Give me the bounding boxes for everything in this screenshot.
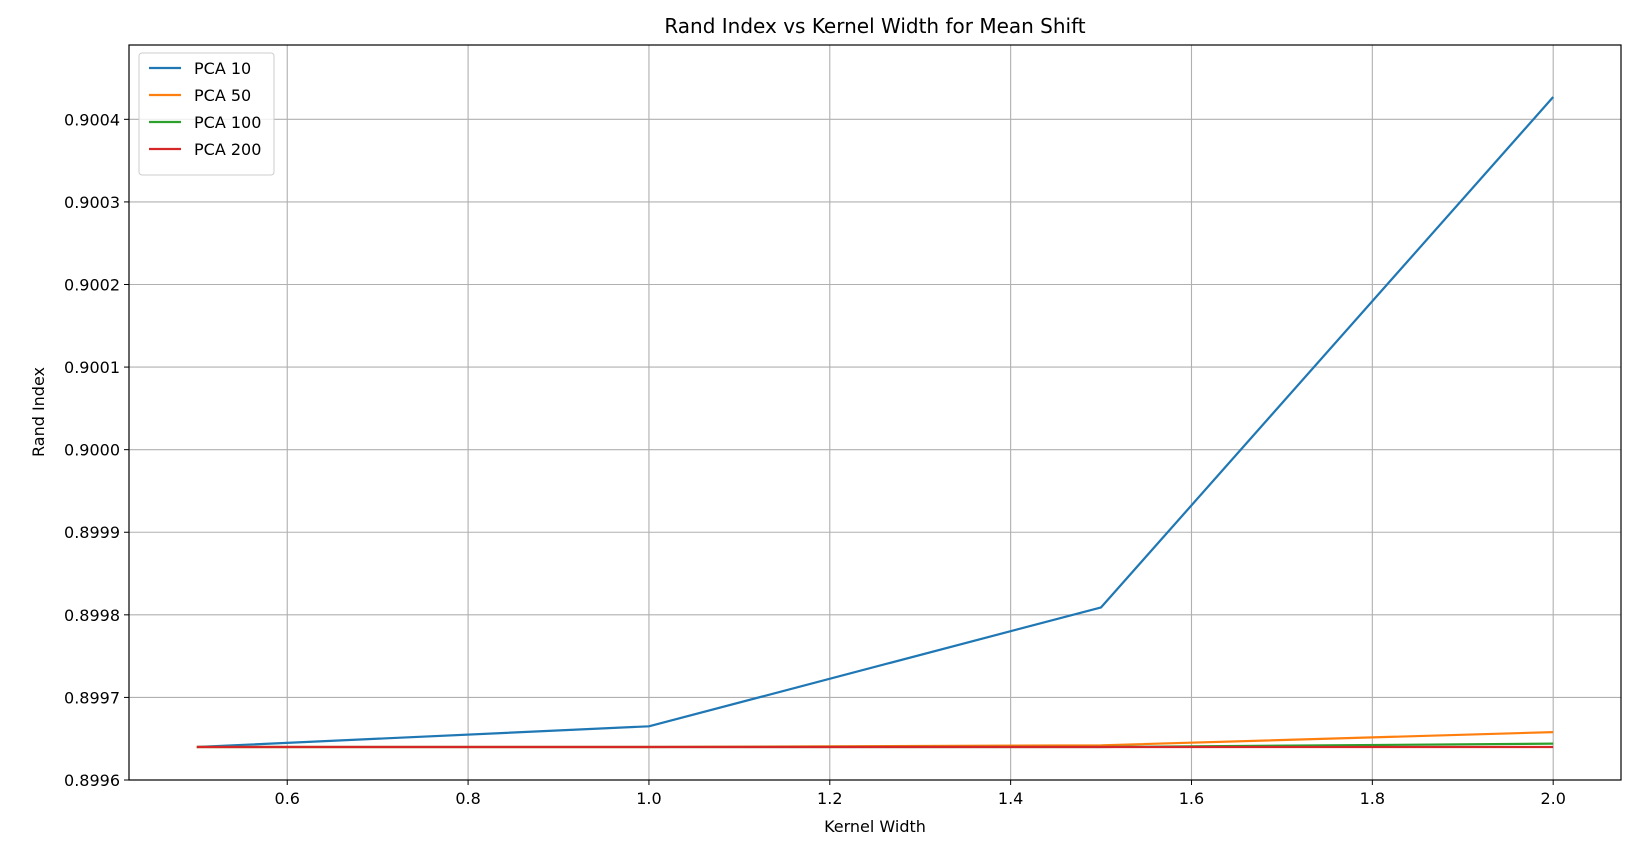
plot-frame	[128, 44, 1622, 781]
x-tick-label: 0.6	[275, 789, 300, 808]
y-tick-label: 0.8999	[64, 523, 120, 542]
y-tick-label: 0.9000	[64, 441, 120, 460]
x-tick-label: 1.4	[998, 789, 1023, 808]
x-tick-label: 1.0	[636, 789, 661, 808]
y-axis-label: Rand Index	[29, 367, 48, 457]
y-tick-label: 0.8996	[64, 771, 120, 790]
y-tick-label: 0.9001	[64, 358, 120, 377]
y-tick-label: 0.9004	[64, 110, 120, 129]
x-tick-label: 2.0	[1540, 789, 1565, 808]
grid	[129, 45, 1621, 781]
x-axis-ticks: 0.6 0.8 1.0 1.2 1.4 1.6 1.8 2.0	[275, 780, 1566, 808]
x-axis-label: Kernel Width	[824, 817, 926, 836]
legend-label: PCA 50	[194, 86, 251, 105]
y-tick-label: 0.8998	[64, 606, 120, 625]
legend-label: PCA 100	[194, 113, 261, 132]
series-line-pca-10	[196, 96, 1555, 749]
x-tick-label: 1.8	[1360, 789, 1385, 808]
legend-label: PCA 200	[194, 140, 261, 159]
x-tick-label: 1.2	[817, 789, 842, 808]
x-tick-label: 1.6	[1179, 789, 1204, 808]
x-tick-label: 0.8	[455, 789, 480, 808]
chart-title: Rand Index vs Kernel Width for Mean Shif…	[664, 14, 1085, 38]
y-tick-label: 0.8997	[64, 688, 120, 707]
series-lines	[196, 96, 1555, 749]
y-axis-ticks: 0.8996 0.8997 0.8998 0.8999 0.9000 0.9001 0.90…	[64, 110, 129, 790]
legend-box	[138, 52, 275, 176]
y-tick-label: 0.9003	[64, 193, 120, 212]
legend-label: PCA 10	[194, 59, 251, 78]
legend: PCA 10 PCA 50 PCA 100 PCA 200	[138, 52, 275, 176]
y-tick-label: 0.9002	[64, 275, 120, 294]
